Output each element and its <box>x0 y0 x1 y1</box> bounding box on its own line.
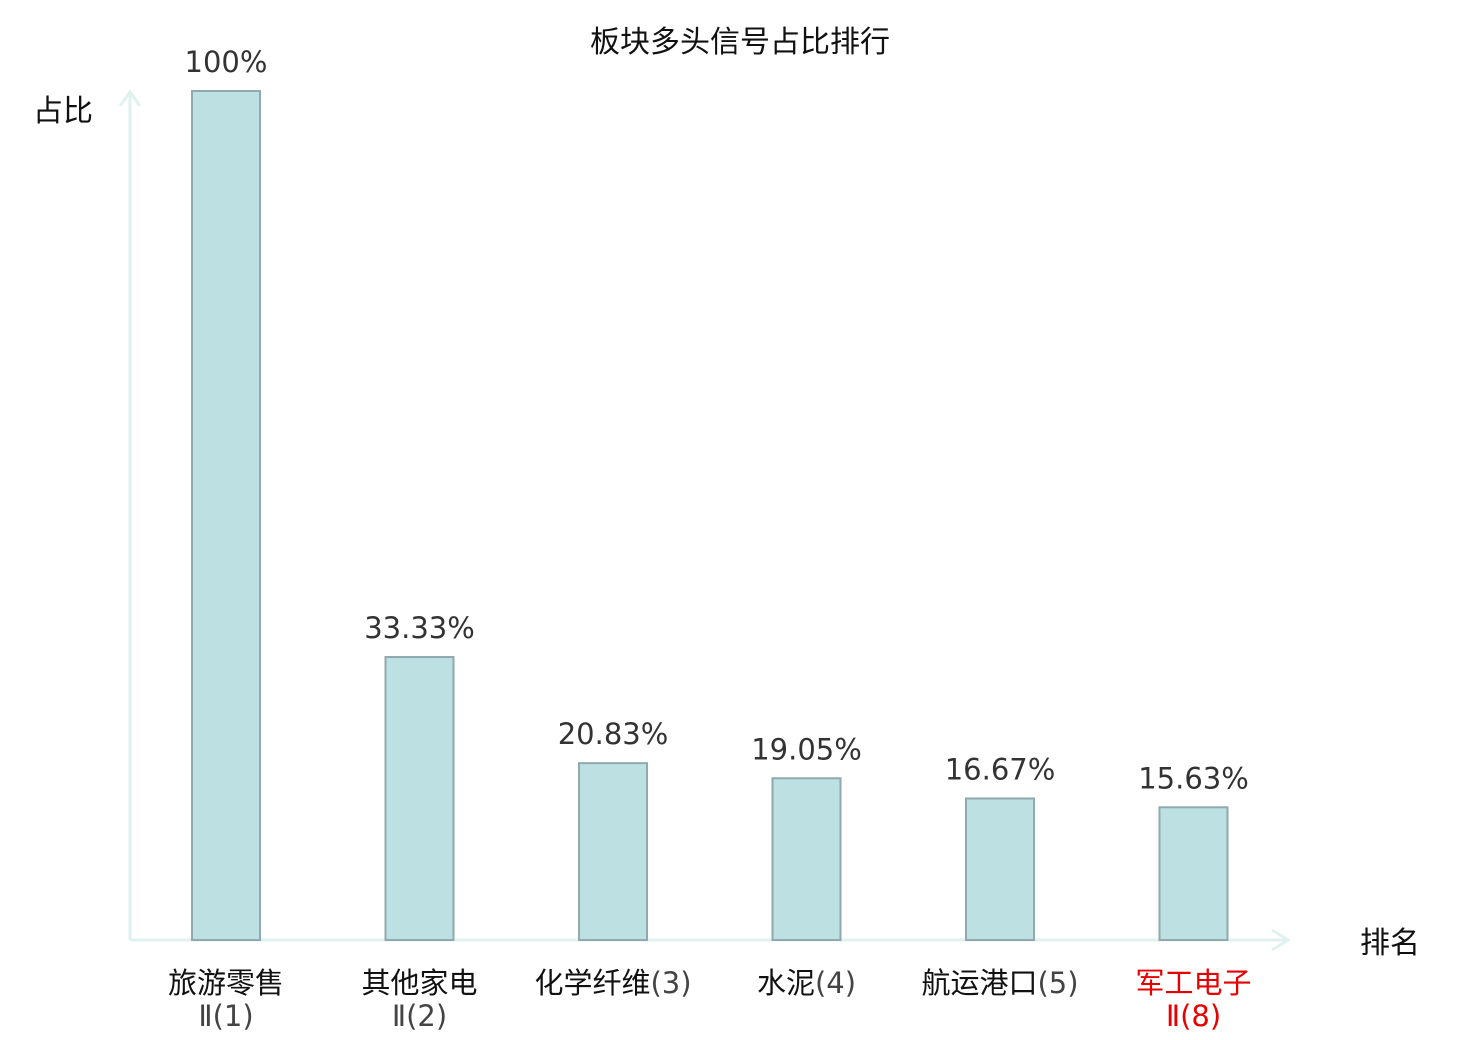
category-rank: (5) <box>1037 966 1078 1000</box>
value-label-1: 100% <box>185 45 268 79</box>
category-label-5: 航运港口(5) <box>921 966 1078 1000</box>
value-label-6: 15.63% <box>1138 761 1249 795</box>
category-name: 航运港口 <box>921 966 1037 1000</box>
category-rank: (2) <box>406 999 447 1033</box>
value-label-4: 19.05% <box>751 732 862 766</box>
category-labels: 旅游零售 Ⅱ(1)其他家电 Ⅱ(2)化学纤维(3) 水泥(4) 航运港口(5) 军工电子 Ⅱ… <box>168 966 1252 1033</box>
bar-3 <box>578 762 648 942</box>
x-axis-arrow <box>1271 928 1291 952</box>
value-labels: 100% 33.33% 20.83% 19.05% 16.67% 15.63% <box>185 45 1249 795</box>
category-label-3: 化学纤维(3) <box>534 966 691 1000</box>
category-name: 化学纤维 <box>534 966 650 1000</box>
category-rank: (8) <box>1180 999 1221 1033</box>
bar-6 <box>1158 806 1229 941</box>
bar-5 <box>965 797 1035 941</box>
category-label-1: 旅游零售 Ⅱ(1) <box>168 966 284 1033</box>
category-rank: (4) <box>815 966 856 1000</box>
bars <box>191 90 1229 942</box>
bar-1 <box>191 90 261 941</box>
category-rank: (3) <box>650 966 691 1000</box>
chart-title: 板块多头信号占比排行 <box>590 25 890 60</box>
bar-4 <box>771 777 842 941</box>
category-name: 旅游零售 <box>168 966 284 1000</box>
axes <box>118 89 1291 952</box>
category-suffix: Ⅱ <box>198 999 212 1033</box>
bar-2 <box>384 656 455 942</box>
category-label-2: 其他家电 Ⅱ(2) <box>361 966 477 1033</box>
category-suffix: Ⅱ <box>1166 999 1180 1033</box>
y-axis-arrow <box>118 89 142 107</box>
category-rank: (1) <box>213 999 254 1033</box>
x-axis-label: 排名 <box>1360 926 1420 961</box>
category-name: 其他家电 <box>361 966 477 1000</box>
y-axis-label: 占比 <box>33 94 93 129</box>
value-label-2: 33.33% <box>364 611 475 645</box>
value-label-5: 16.67% <box>945 752 1056 786</box>
value-label-3: 20.83% <box>558 717 669 751</box>
category-name: 水泥 <box>757 966 815 1000</box>
category-suffix: Ⅱ <box>392 999 406 1033</box>
category-name: 军工电子 <box>1135 966 1251 1000</box>
category-label-6: 军工电子 Ⅱ(8) <box>1135 966 1251 1033</box>
category-label-4: 水泥(4) <box>757 966 856 1000</box>
